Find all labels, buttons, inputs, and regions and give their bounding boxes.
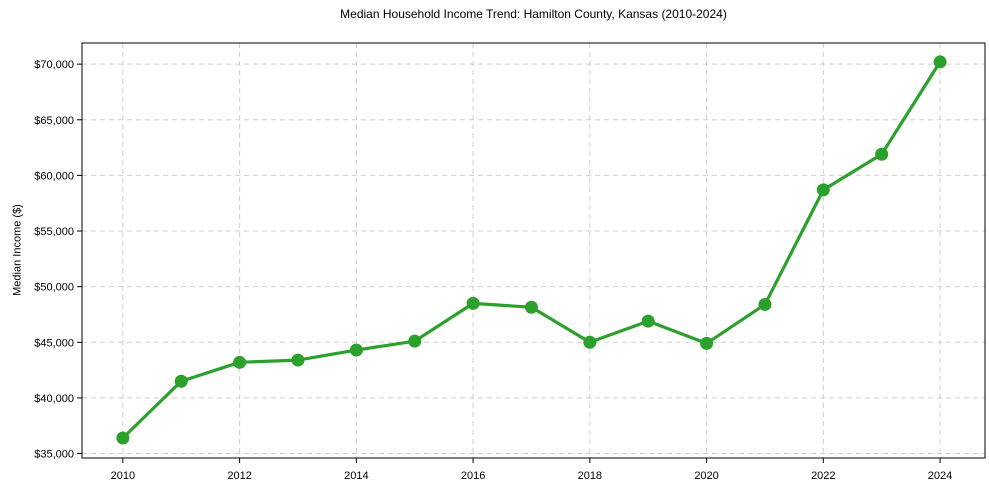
data-point [758, 297, 772, 311]
data-point [116, 431, 130, 445]
y-tick-label: $55,000 [34, 226, 74, 238]
y-tick-label: $50,000 [34, 282, 74, 294]
chart-title: Median Household Income Trend: Hamilton … [340, 7, 727, 21]
data-point [174, 374, 188, 388]
data-point [933, 55, 947, 69]
data-point [875, 147, 889, 161]
data-point [583, 335, 597, 349]
x-tick-label: 2024 [928, 470, 952, 482]
data-point [233, 355, 247, 369]
x-tick-label: 2014 [344, 470, 368, 482]
x-tick-label: 2022 [811, 470, 835, 482]
data-point [349, 343, 363, 357]
data-line [121, 60, 942, 440]
data-point [700, 336, 714, 350]
data-point [466, 296, 480, 310]
data-point [524, 300, 538, 314]
x-tick-label: 2012 [227, 470, 251, 482]
data-point [291, 353, 305, 367]
y-tick-label: $70,000 [34, 59, 74, 71]
data-point [641, 314, 655, 328]
x-tick-label: 2018 [578, 470, 602, 482]
x-tick-label: 2020 [694, 470, 718, 482]
x-tick-label: 2016 [461, 470, 485, 482]
plot-frame [81, 42, 986, 459]
y-tick-label: $60,000 [34, 170, 74, 182]
y-tick-label: $40,000 [34, 393, 74, 405]
y-tick-label: $65,000 [34, 115, 74, 127]
y-tick-label: $35,000 [34, 449, 74, 461]
data-point [408, 334, 422, 348]
y-tick-label: $45,000 [34, 337, 74, 349]
x-tick-label: 2010 [111, 470, 135, 482]
data-point [816, 183, 830, 197]
